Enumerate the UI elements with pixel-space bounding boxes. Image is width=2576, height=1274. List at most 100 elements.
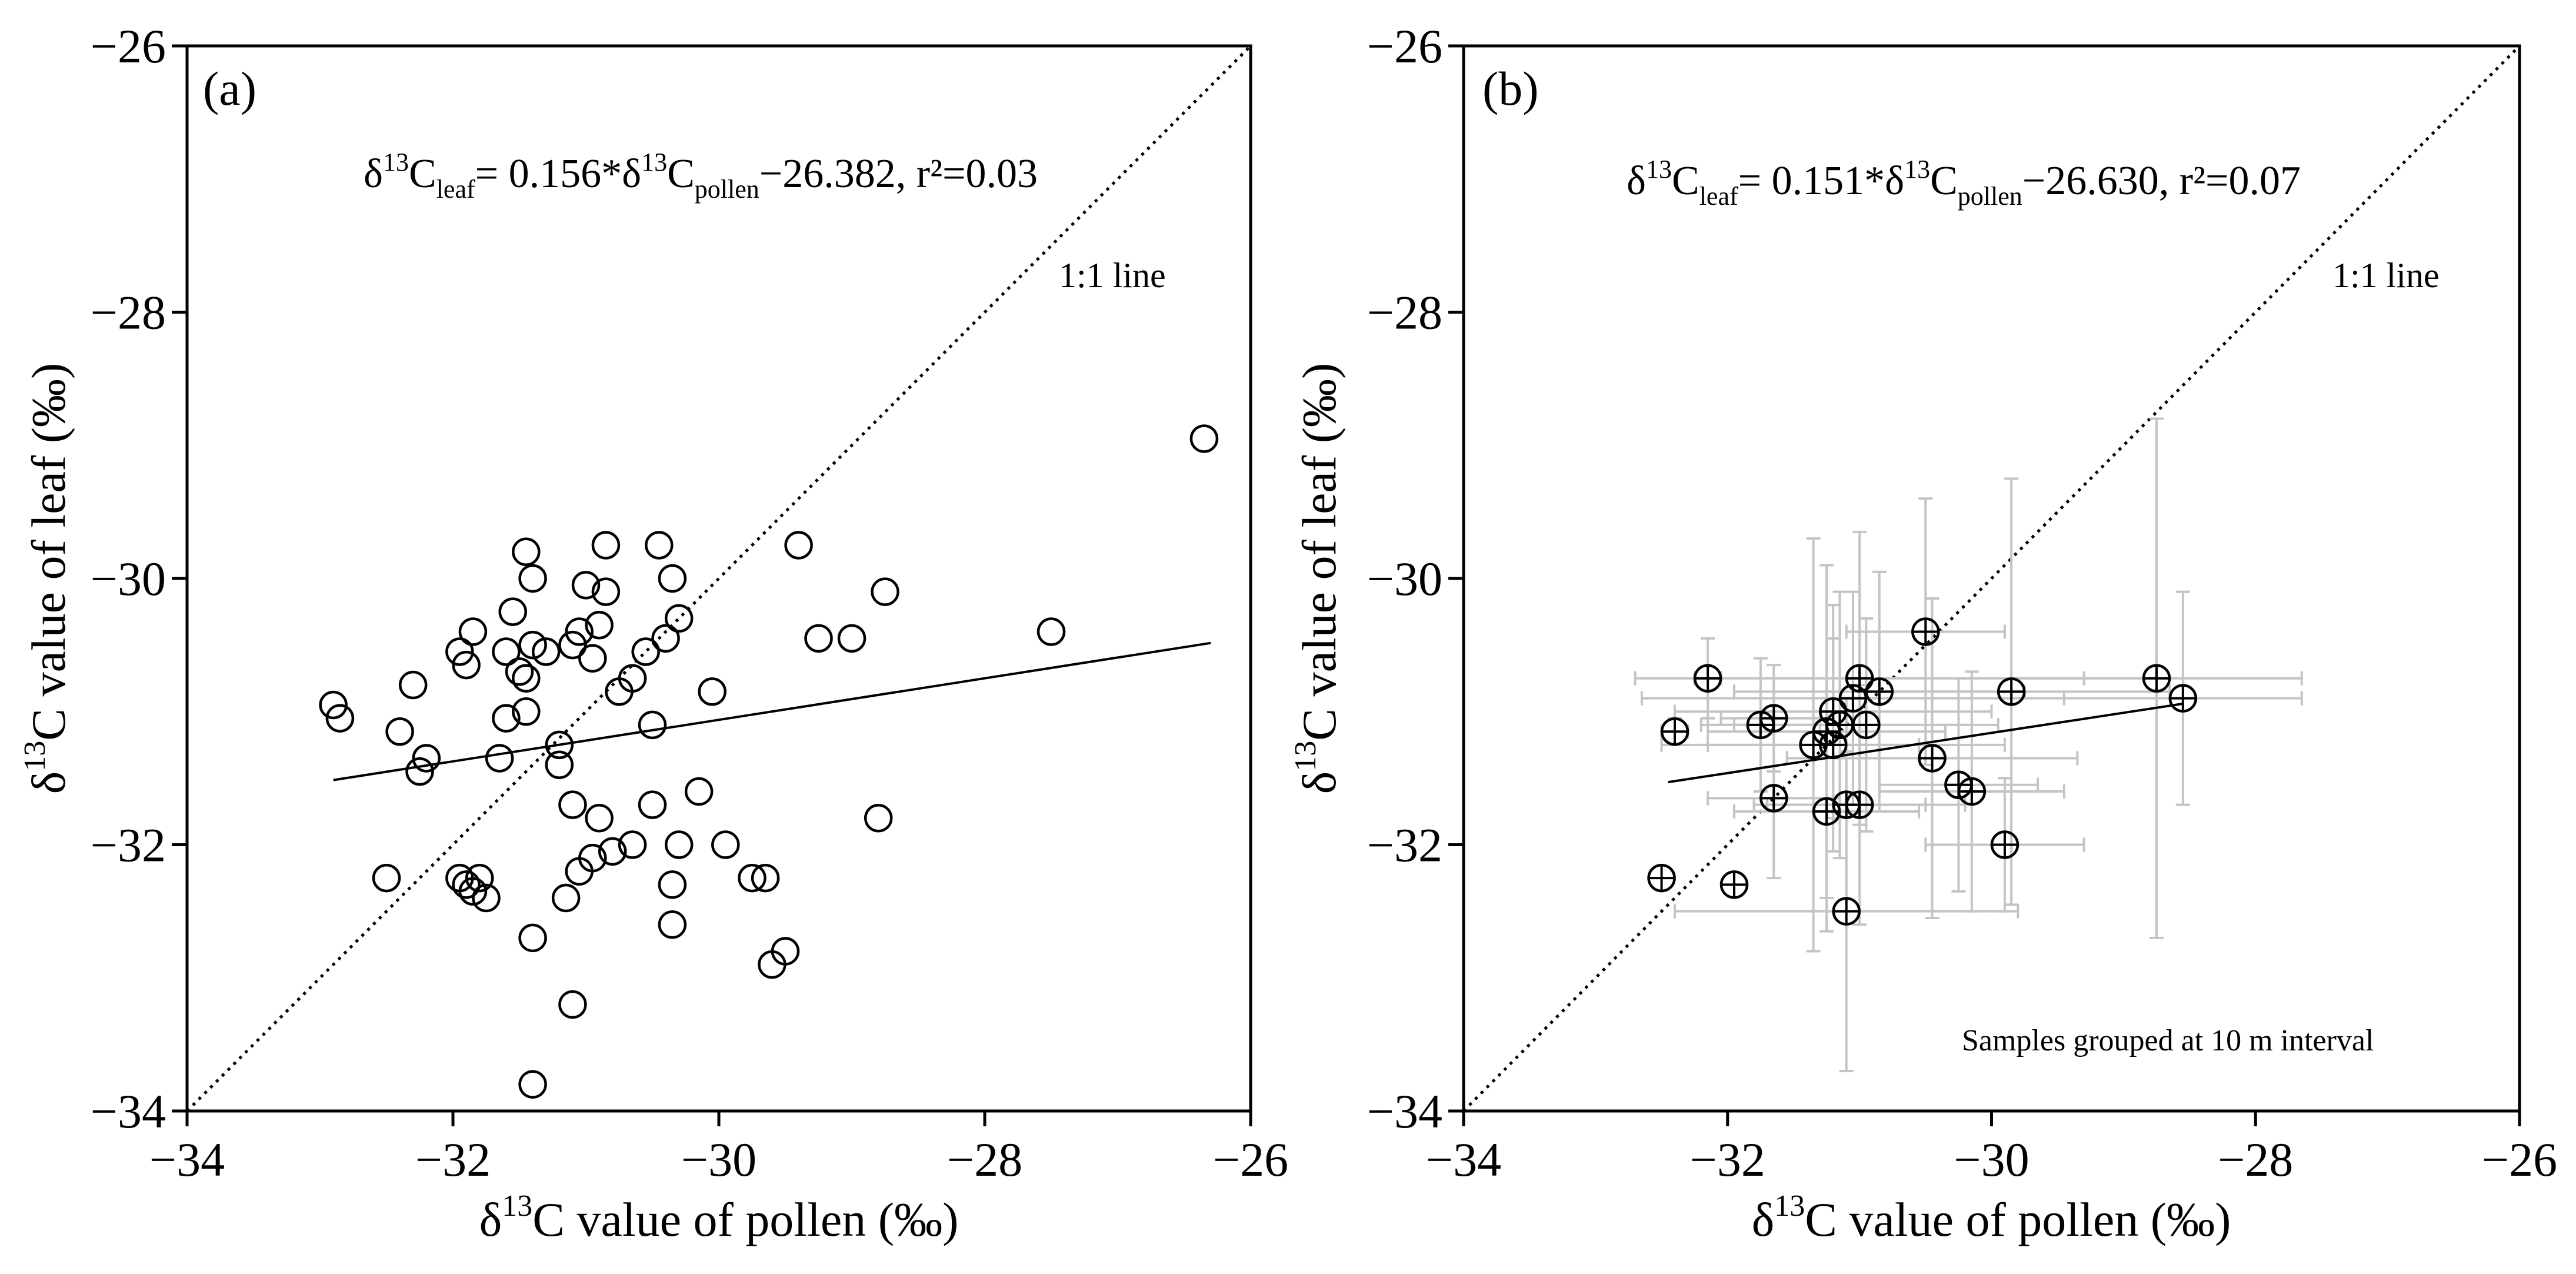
y-tick-label: −26 — [1367, 19, 1442, 73]
panel-b-one-to-one-label: 1:1 line — [2332, 256, 2440, 295]
data-point — [385, 717, 414, 746]
data-point — [1037, 617, 1066, 646]
x-tick-label: −34 — [1426, 1133, 1501, 1186]
data-point — [658, 910, 687, 939]
panel-a: −34 −32 −30 −28 −26 −34 −32 −30 −28 −26 (a) δ13Cl… — [18, 19, 1288, 1246]
data-point — [492, 637, 521, 666]
data-point — [684, 777, 714, 806]
data-point — [631, 637, 660, 666]
x-tick-label: −32 — [415, 1133, 491, 1186]
panel-a-ticks: −34 −32 −30 −28 −26 −34 −32 −30 −28 −26 — [91, 19, 1288, 1186]
panel-a-x-axis-title: δ13C value of pollen (‰) — [479, 1189, 959, 1246]
data-point — [512, 537, 541, 566]
panel-b-ticks: −34 −32 −30 −28 −26 −34 −32 −30 −28 −26 — [1367, 19, 2557, 1186]
data-point — [591, 531, 621, 560]
data-point — [658, 564, 687, 593]
panel-a-marks — [186, 45, 1252, 1112]
data-point — [804, 624, 833, 653]
panel-b-label: (b) — [1482, 62, 1539, 115]
data-point — [664, 604, 694, 633]
y-tick-label: −30 — [91, 552, 166, 606]
x-tick-label: −26 — [1213, 1133, 1288, 1186]
data-point — [598, 837, 627, 866]
data-point — [518, 923, 547, 953]
x-tick-label: −32 — [1690, 1133, 1765, 1186]
x-tick-label: −26 — [2482, 1133, 2557, 1186]
data-point — [319, 690, 348, 720]
data-point — [472, 883, 501, 913]
one-to-one-line — [186, 45, 1252, 1112]
panel-a-frame — [185, 44, 1252, 1113]
data-point — [545, 750, 574, 779]
data-point — [738, 863, 767, 893]
y-tick-label: −28 — [1367, 286, 1442, 340]
y-tick-label: −32 — [91, 819, 166, 872]
panel-b-frame — [1462, 44, 2521, 1113]
data-point — [452, 870, 481, 899]
panel-b-note: Samples grouped at 10 m interval — [1962, 1024, 2374, 1057]
x-tick-label: −30 — [1954, 1133, 2029, 1186]
data-point — [512, 697, 541, 726]
panel-b-equation: δ13Cleaf= 0.151*δ13Cpollen−26.630, r²=0.… — [1627, 155, 2301, 211]
one-to-one-line — [1462, 45, 2521, 1112]
panel-a-y-axis-title: δ13C value of leaf (‰) — [18, 363, 75, 794]
data-point — [558, 630, 587, 660]
data-point — [498, 597, 527, 626]
data-point — [578, 843, 607, 873]
data-point — [465, 863, 494, 893]
data-point — [518, 630, 547, 660]
data-point — [591, 577, 621, 606]
regression-line — [1668, 702, 2184, 784]
panel-a-equation: δ13Cleaf= 0.156*δ13Cpollen−26.382, r²=0.… — [364, 148, 1038, 204]
data-point — [645, 531, 674, 560]
data-point — [578, 644, 607, 673]
y-tick-label: −30 — [1367, 552, 1442, 606]
data-point — [864, 804, 893, 833]
data-point — [398, 670, 428, 700]
data-point — [492, 704, 521, 733]
panel-a-label: (a) — [203, 62, 256, 115]
x-tick-label: −34 — [149, 1133, 225, 1186]
data-point — [784, 531, 813, 560]
panel-b-y-axis-title: δ13C value of leaf (‰) — [1289, 363, 1346, 794]
y-tick-label: −34 — [91, 1085, 166, 1138]
data-point — [571, 571, 601, 600]
data-point — [585, 804, 614, 833]
data-point — [871, 577, 899, 606]
y-tick-label: −34 — [1367, 1085, 1442, 1138]
data-point — [751, 863, 780, 893]
x-tick-label: −28 — [947, 1133, 1022, 1186]
data-point — [618, 830, 647, 859]
panel-b-marks — [1462, 45, 2521, 1112]
data-point — [618, 664, 647, 693]
data-point — [658, 870, 687, 899]
data-point — [551, 883, 581, 913]
y-tick-label: −28 — [91, 286, 166, 340]
data-point — [458, 877, 488, 906]
data-point — [518, 1070, 547, 1099]
data-point — [545, 730, 574, 760]
data-point — [458, 617, 488, 646]
data-point — [651, 624, 680, 653]
data-point — [512, 664, 541, 693]
x-tick-label: −28 — [2218, 1133, 2293, 1186]
data-point — [412, 744, 441, 773]
data-point — [771, 937, 800, 966]
data-point — [518, 564, 547, 593]
data-point — [325, 704, 355, 733]
data-point — [1189, 424, 1219, 453]
data-point — [837, 624, 867, 653]
data-point — [711, 830, 740, 859]
data-point — [565, 617, 594, 646]
data-point — [664, 830, 694, 859]
panel-b: −34 −32 −30 −28 −26 −34 −32 −30 −28 −26 (b) δ13Cl… — [1289, 19, 2557, 1246]
data-point — [698, 677, 727, 706]
panel-b-x-axis-title: δ13C value of pollen (‰) — [1752, 1189, 2231, 1246]
data-point — [372, 863, 401, 893]
data-point — [445, 637, 474, 666]
data-point — [485, 744, 514, 773]
data-point — [452, 650, 481, 680]
regression-line — [333, 641, 1211, 781]
